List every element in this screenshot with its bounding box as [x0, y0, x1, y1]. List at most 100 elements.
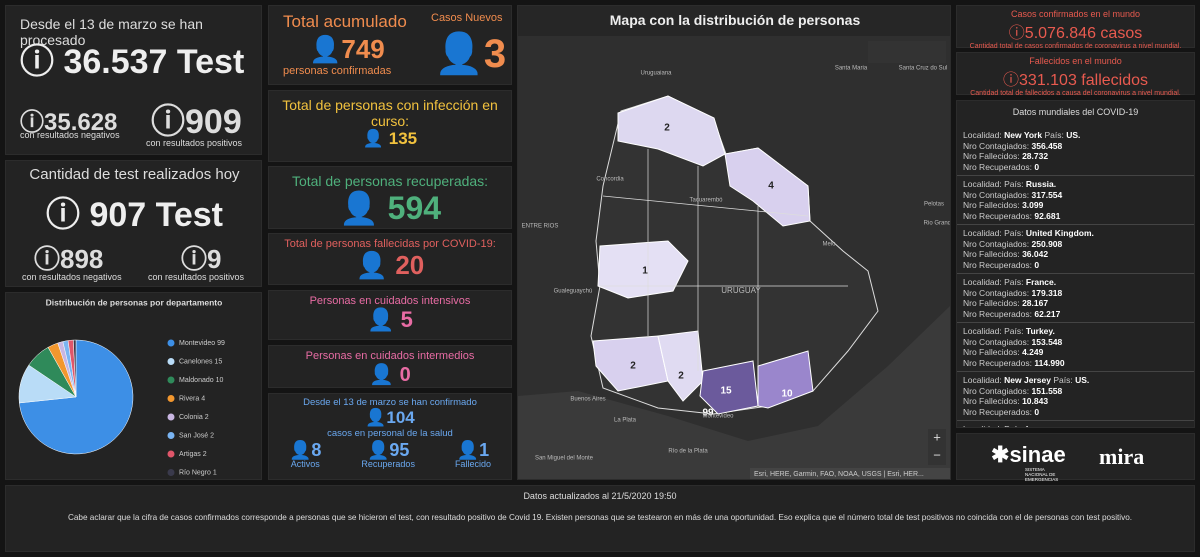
item: 👤8 Activos	[289, 441, 321, 469]
label: con resultados negativos	[20, 130, 120, 140]
label: Nro Fallecidos:	[963, 347, 1020, 357]
title: Total de personas fallecidas por COVID-1…	[284, 238, 496, 250]
legend-entry: Artigas 2	[179, 451, 207, 458]
map-panel: Mapa con la distribución de personas + −…	[517, 5, 951, 480]
place-label: ENTRE RIOS	[522, 224, 559, 230]
footer: Datos actualizados al 21/5/2020 19:50 Ca…	[5, 485, 1195, 552]
total: ⓘ 907 Test	[45, 196, 223, 234]
label: Nro Fallecidos:	[963, 396, 1020, 406]
world-entry: Localidad: País: Russia. Nro Contagiados:…	[957, 176, 1194, 225]
infected: Nro Contagiados: 250.908	[963, 239, 1188, 250]
label: Nro Contagiados:	[963, 385, 1030, 396]
value: 28.167	[1022, 298, 1049, 308]
value: 👤 135	[362, 129, 418, 148]
place-label: San Miguel del Monte	[535, 456, 594, 462]
label: Nro Recuperados:	[963, 308, 1032, 319]
title: Casos confirmados en el mundo	[1010, 9, 1141, 19]
value: 114.990	[1034, 357, 1065, 368]
legend-name: Río Negro	[179, 469, 211, 476]
label: País:	[1053, 375, 1073, 385]
legend-swatch	[167, 450, 175, 458]
value: 0	[1034, 161, 1040, 172]
t: sinae	[1009, 442, 1066, 467]
legend-swatch	[167, 413, 175, 421]
legend-name: Canelones	[179, 358, 213, 365]
location: Localidad: País: Iran	[963, 424, 1188, 427]
legend-value: 15	[214, 358, 222, 365]
region	[657, 330, 704, 402]
updated: Datos actualizados al 21/5/2020 19:50	[523, 491, 677, 501]
legend-entry: Río Negro 1	[179, 469, 217, 476]
label: Localidad:	[963, 228, 1002, 238]
world-entry: Localidad: New York País: US. Nro Contagi…	[957, 127, 1194, 176]
country: Iran	[1026, 424, 1042, 427]
legend-value: 4	[201, 395, 205, 402]
title: Desde el 13 de marzo se han confirmado	[303, 397, 477, 408]
attr-bg	[750, 468, 950, 479]
location: Localidad: New York País: US.	[963, 130, 1188, 141]
value: ⓘ5.076.846 casos	[1008, 25, 1143, 42]
place-label: Melo	[822, 242, 836, 248]
title: Datos mundiales del COVID-19	[1012, 107, 1139, 117]
recovered: Nro Recuperados: 0	[963, 162, 1188, 173]
zoom	[928, 429, 946, 465]
region-label: 15	[720, 386, 732, 397]
n: 749	[341, 34, 385, 64]
region-label: 1	[642, 266, 648, 277]
country: Turkey.	[1025, 326, 1055, 336]
value: 317.554	[1031, 189, 1063, 200]
recovered: Nro Recuperados: 0	[963, 260, 1188, 271]
deaths: Nro Fallecidos: 28.167	[963, 298, 1188, 309]
borders	[600, 149, 848, 371]
value: 35.628	[44, 109, 118, 136]
value: 356.458	[1031, 140, 1063, 151]
value: 9	[207, 244, 222, 274]
value: 👤 5	[367, 307, 413, 332]
label: Localidad:	[963, 424, 1002, 427]
title: Total de personas recuperadas:	[291, 173, 489, 189]
label: Nro Recuperados:	[963, 357, 1032, 368]
place-label: Buenos Aires	[570, 397, 605, 403]
place-label: Concordia	[596, 177, 624, 183]
world-deaths: Fallecidos en el mundo ⓘ331.103 fallecid…	[956, 52, 1195, 97]
legend-swatch	[167, 469, 175, 476]
label: Nro Recuperados:	[963, 210, 1032, 221]
zoom-in[interactable]: +	[933, 429, 941, 444]
location: Localidad: New Jersey País: US.	[963, 375, 1188, 386]
value: 250.908	[1031, 238, 1063, 249]
place-label: URUGUAY	[721, 286, 761, 295]
region	[757, 350, 814, 409]
region	[592, 335, 669, 392]
item: 👤95 Recuperados	[361, 441, 415, 469]
attribution: Esri, HERE, Garmin, FAO, NOAA, USGS | Es…	[754, 471, 924, 478]
place-label: Tacuarembó	[689, 198, 723, 204]
deaths: Nro Fallecidos: 36.042	[963, 249, 1188, 260]
item: 👤1 Fallecido	[455, 441, 491, 469]
neg: ⓘ35.628	[20, 109, 118, 136]
label: Fallecido	[454, 459, 491, 469]
n: 104	[386, 408, 415, 427]
region-label: 2	[630, 361, 636, 372]
recovered: Nro Recuperados: 92.681	[963, 211, 1188, 222]
new-title: Casos Nuevos	[431, 12, 503, 24]
region	[699, 360, 759, 415]
sinae-sub: SISTEMA NACIONAL DE EMERGENCIAS	[1025, 467, 1059, 482]
zoom-out[interactable]: −	[933, 447, 941, 462]
label: Nro Recuperados:	[963, 406, 1032, 417]
total: ⓘ 36.537 Test	[20, 43, 245, 81]
deceased-panel: Total de personas fallecidas por COVID-1…	[268, 233, 512, 285]
world-entry: Localidad: País: Iran	[957, 421, 1194, 427]
recovered: Nro Recuperados: 62.217	[963, 309, 1188, 320]
value: 151.558	[1031, 385, 1063, 396]
items: 👤8 Activos 👤95 Recuperados 👤1 Fallecido	[269, 441, 511, 469]
region	[617, 95, 726, 167]
locality: New York	[1004, 130, 1043, 140]
region-label: 2	[678, 371, 684, 382]
label: Activos	[290, 459, 320, 469]
title: Personas en cuidados intermedios	[305, 350, 475, 362]
world-list: Datos mundiales del COVID-19 Localidad: …	[956, 100, 1195, 428]
note: Cabe aclarar que la cifra de casos confi…	[67, 513, 1133, 522]
label: Localidad:	[963, 130, 1002, 140]
value: 0	[1034, 259, 1040, 270]
